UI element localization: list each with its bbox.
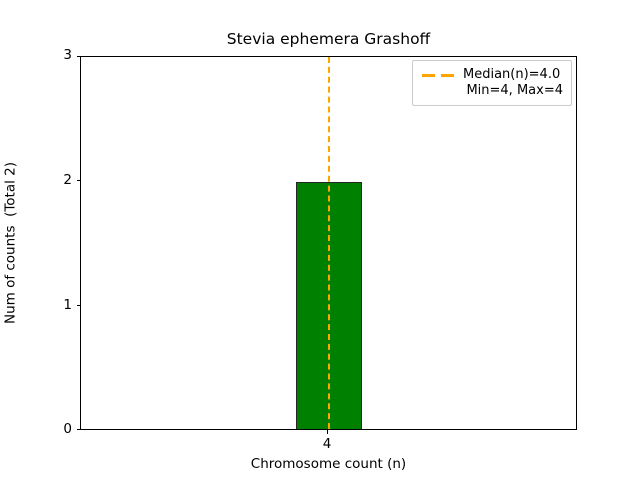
legend[interactable]: Median(n)=4.0 Min=4, Max=4 (412, 60, 572, 106)
page-title: Stevia ephemera Grashoff (226, 30, 431, 48)
x-tick-label-4: 4 (322, 436, 332, 452)
legend-label-minmax: Min=4, Max=4 (466, 83, 563, 98)
y-tick-mark-2 (76, 180, 80, 182)
x-tick-mark-4 (326, 430, 328, 434)
legend-label-median: Median(n)=4.0 (463, 67, 561, 82)
y-tick-mark-0 (76, 429, 80, 431)
y-tick-mark-3 (76, 55, 80, 57)
y-tick-label-0: 0 (63, 421, 72, 437)
legend-item-minmax: Min=4, Max=4 (420, 83, 563, 99)
plot-area (80, 56, 577, 430)
median-line (328, 57, 330, 429)
plot-inner (81, 57, 576, 429)
dashed-line-icon (420, 67, 456, 83)
y-tick-label-2: 2 (63, 171, 72, 188)
y-tick-label-1: 1 (63, 296, 72, 313)
y-tick-mark-1 (76, 304, 80, 306)
legend-item-median: Median(n)=4.0 (420, 67, 563, 83)
y-axis-label-container: Num of counts (Total 2) (0, 56, 22, 430)
x-axis-label: Chromosome count (n) (250, 456, 407, 472)
y-axis-label: Num of counts (Total 2) (2, 161, 19, 325)
y-tick-label-3: 3 (63, 47, 72, 64)
